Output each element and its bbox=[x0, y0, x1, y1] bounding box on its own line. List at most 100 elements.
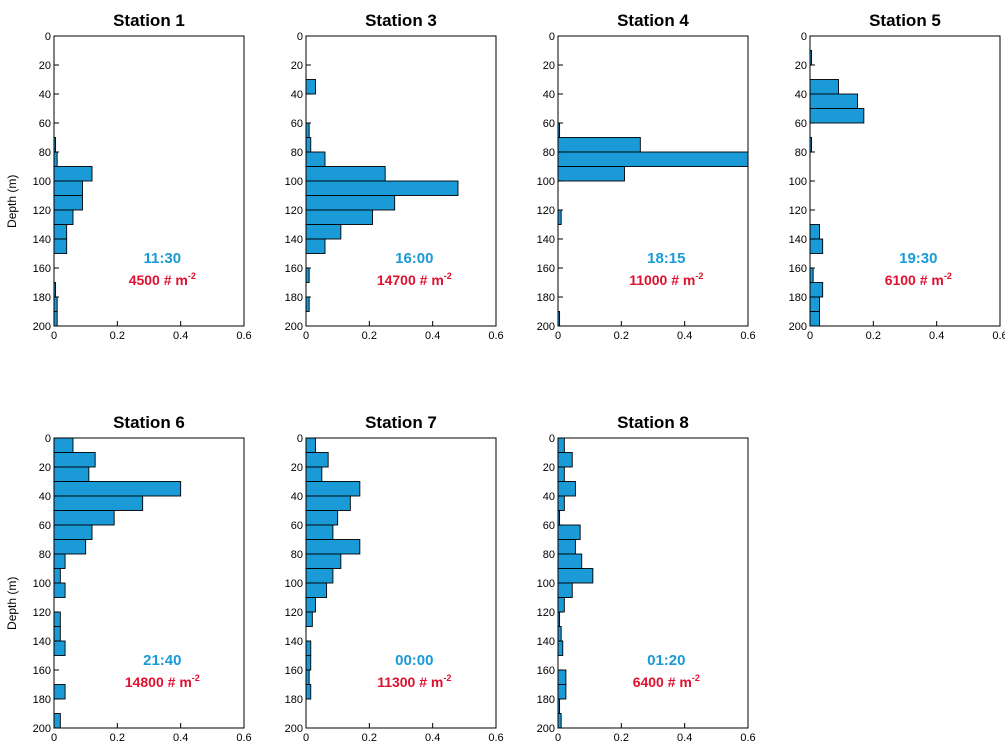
bar bbox=[305, 582, 328, 598]
bar bbox=[305, 137, 312, 153]
y-tick-label: 40 bbox=[795, 89, 807, 101]
bar bbox=[557, 166, 625, 182]
y-tick-label: 200 bbox=[537, 321, 555, 333]
chart-title: Station 5 bbox=[869, 11, 941, 30]
density-annotation: 4500 # m-2 bbox=[129, 271, 196, 288]
density-unit: # m bbox=[168, 674, 192, 690]
y-tick-label: 180 bbox=[285, 292, 303, 304]
bar bbox=[305, 195, 396, 211]
y-tick-label: 80 bbox=[543, 549, 555, 561]
density-annotation: 6400 # m-2 bbox=[633, 673, 700, 690]
y-tick-label: 100 bbox=[33, 578, 51, 590]
bar bbox=[53, 437, 74, 453]
bar bbox=[53, 495, 144, 511]
y-tick-label: 0 bbox=[45, 31, 51, 43]
bar bbox=[557, 151, 749, 167]
y-axis-label: Depth (m) bbox=[5, 175, 19, 228]
x-tick-label: 0.4 bbox=[425, 732, 440, 744]
bar bbox=[53, 209, 74, 225]
bar bbox=[305, 539, 361, 555]
y-tick-label: 100 bbox=[285, 578, 303, 590]
y-tick-label: 180 bbox=[537, 292, 555, 304]
bar bbox=[305, 151, 326, 167]
chart-title: Station 6 bbox=[113, 413, 185, 432]
y-tick-label: 80 bbox=[39, 147, 51, 159]
y-tick-label: 40 bbox=[291, 491, 303, 503]
x-tick-label: 0.2 bbox=[614, 732, 629, 744]
bar bbox=[53, 713, 61, 729]
y-tick-label: 160 bbox=[537, 665, 555, 677]
bar bbox=[557, 137, 641, 153]
density-annotation: 14700 # m-2 bbox=[377, 271, 452, 288]
y-tick-label: 200 bbox=[537, 723, 555, 735]
time-annotation: 18:15 bbox=[647, 250, 685, 267]
y-tick-label: 160 bbox=[33, 263, 51, 275]
y-tick-label: 20 bbox=[291, 60, 303, 72]
density-annotation: 14800 # m-2 bbox=[125, 673, 200, 690]
y-tick-label: 60 bbox=[291, 520, 303, 532]
bar bbox=[809, 238, 824, 254]
density-exponent: -2 bbox=[192, 673, 200, 683]
x-tick-label: 0 bbox=[555, 732, 561, 744]
x-tick-label: 0.4 bbox=[929, 330, 944, 342]
chart-title: Station 7 bbox=[365, 413, 437, 432]
y-tick-label: 100 bbox=[537, 176, 555, 188]
bar bbox=[809, 93, 858, 109]
y-tick-label: 100 bbox=[285, 176, 303, 188]
density-unit: # m bbox=[668, 674, 692, 690]
x-tick-label: 0 bbox=[555, 330, 561, 342]
bar bbox=[305, 495, 351, 511]
bar bbox=[305, 79, 316, 95]
bar bbox=[53, 553, 66, 569]
y-tick-label: 0 bbox=[549, 433, 555, 445]
chart-title: Station 8 bbox=[617, 413, 689, 432]
bar bbox=[557, 669, 567, 685]
y-tick-label: 20 bbox=[543, 60, 555, 72]
bar bbox=[305, 510, 339, 526]
bar bbox=[53, 452, 96, 468]
x-tick-label: 0.6 bbox=[740, 330, 755, 342]
bar bbox=[305, 437, 316, 453]
y-tick-label: 20 bbox=[39, 60, 51, 72]
y-tick-label: 80 bbox=[291, 549, 303, 561]
density-value: 14700 bbox=[377, 272, 416, 288]
y-tick-label: 20 bbox=[39, 462, 51, 474]
bar bbox=[305, 452, 329, 468]
x-tick-label: 0.2 bbox=[614, 330, 629, 342]
bar bbox=[305, 166, 386, 182]
density-value: 6400 bbox=[633, 674, 664, 690]
bar bbox=[557, 568, 594, 584]
density-unit: # m bbox=[419, 674, 443, 690]
x-tick-label: 0.4 bbox=[677, 732, 692, 744]
x-tick-label: 0.4 bbox=[677, 330, 692, 342]
bar bbox=[557, 582, 573, 598]
y-tick-label: 160 bbox=[285, 263, 303, 275]
bar bbox=[557, 495, 565, 511]
y-tick-label: 0 bbox=[45, 433, 51, 445]
y-tick-label: 200 bbox=[789, 321, 807, 333]
y-tick-label: 60 bbox=[543, 118, 555, 130]
y-tick-label: 20 bbox=[543, 462, 555, 474]
bar bbox=[53, 626, 61, 642]
bar bbox=[557, 452, 573, 468]
y-tick-label: 60 bbox=[543, 520, 555, 532]
bar bbox=[305, 568, 334, 584]
y-tick-label: 140 bbox=[33, 636, 51, 648]
bar bbox=[53, 195, 83, 211]
bar bbox=[53, 510, 115, 526]
y-tick-label: 180 bbox=[789, 292, 807, 304]
y-tick-label: 100 bbox=[33, 176, 51, 188]
x-tick-label: 0.2 bbox=[110, 732, 125, 744]
y-tick-label: 20 bbox=[795, 60, 807, 72]
y-tick-label: 140 bbox=[285, 234, 303, 246]
bar bbox=[53, 684, 66, 700]
y-tick-label: 180 bbox=[33, 292, 51, 304]
density-exponent: -2 bbox=[444, 271, 452, 281]
x-tick-label: 0 bbox=[51, 732, 57, 744]
density-annotation: 11300 # m-2 bbox=[377, 673, 451, 690]
bar bbox=[305, 524, 334, 540]
bar bbox=[305, 640, 312, 656]
